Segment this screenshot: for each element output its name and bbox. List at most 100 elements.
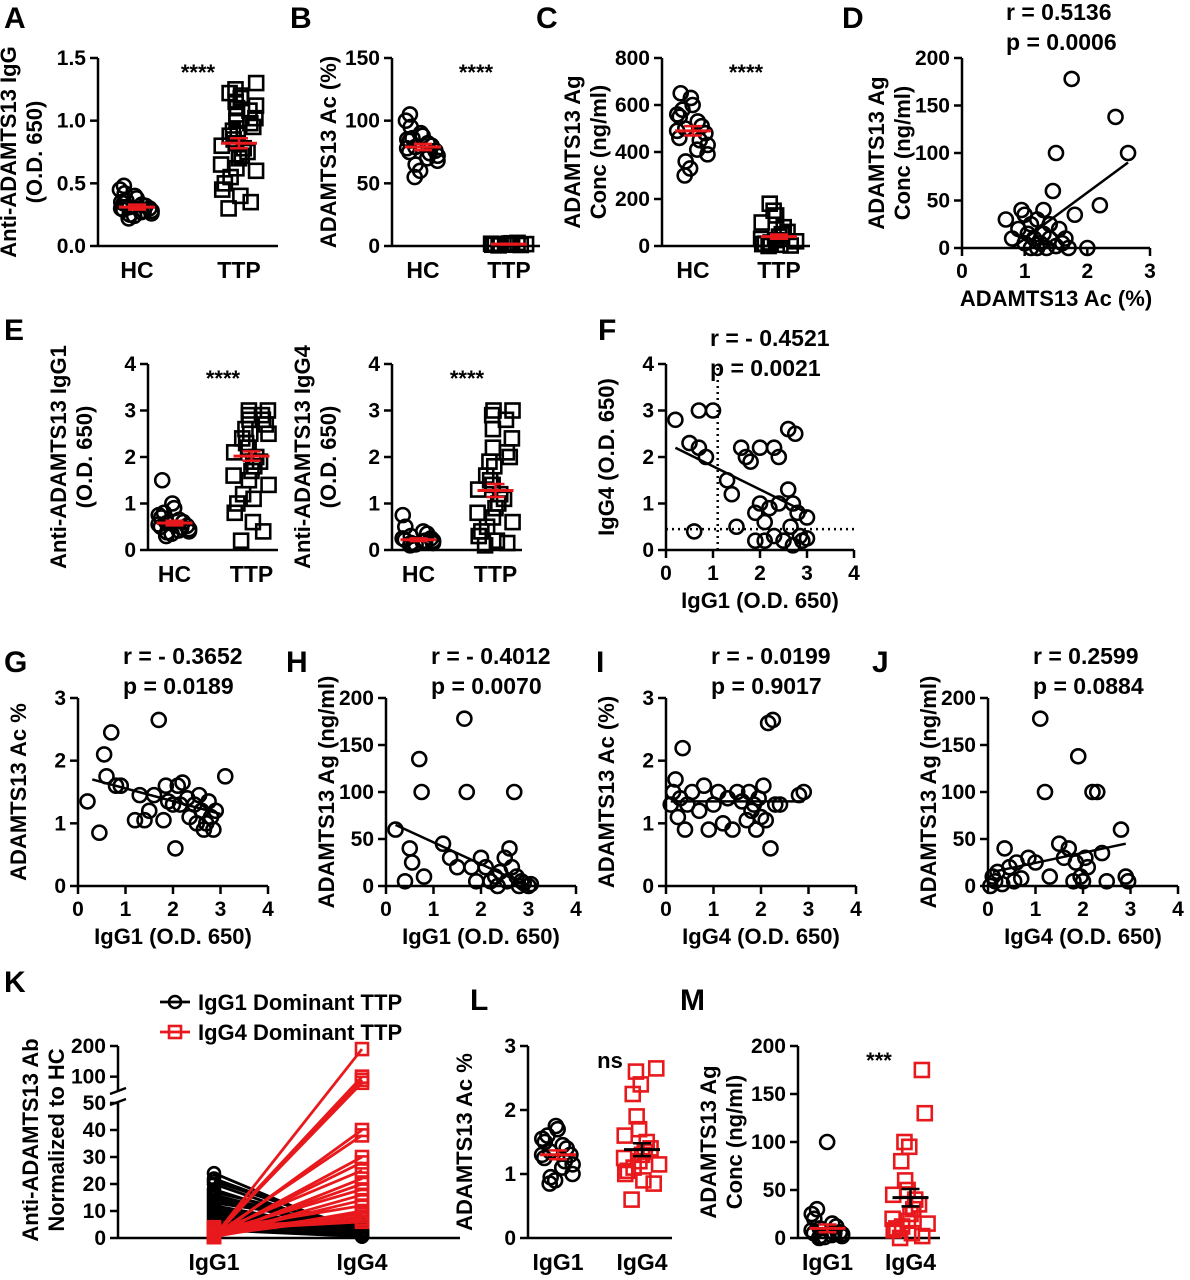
y-axis-label: Normalized to HC xyxy=(44,1048,69,1231)
data-point xyxy=(245,490,262,508)
data-point xyxy=(481,453,498,470)
data-point xyxy=(354,1075,370,1091)
stat-p: p = 0.0006 xyxy=(1006,29,1117,55)
data-point xyxy=(690,802,708,820)
significance-label: ns xyxy=(597,1048,623,1073)
category-label: TTP xyxy=(474,561,517,587)
stat-p: p = 0.0189 xyxy=(123,673,234,699)
panel-i: 0 1 2 3 0 1 2 3 4 ADAMTS13 Ac (%) IgG4 (O.D. 650) r… xyxy=(594,643,862,949)
data-point xyxy=(1088,783,1106,801)
x-tick-label: 1 xyxy=(1019,260,1031,283)
y-axis-label: Anti-ADAMTS13 IgG xyxy=(0,46,21,257)
data-point xyxy=(503,430,521,447)
data-point xyxy=(1038,239,1055,257)
y-axis-label: Conc (ng/ml) xyxy=(722,1075,747,1209)
data-point xyxy=(354,1155,370,1170)
data-point xyxy=(1050,835,1068,853)
y-tick-label: 0 xyxy=(54,875,66,898)
y-tick-label: 150 xyxy=(339,734,374,757)
data-point xyxy=(647,1060,665,1077)
x-tick-label: 1 xyxy=(707,562,719,585)
y-tick-label: 100 xyxy=(345,110,380,133)
y-tick-label: 100 xyxy=(941,781,976,804)
data-point xyxy=(916,1104,934,1122)
y-tick-label: 200 xyxy=(71,1035,106,1058)
data-point xyxy=(448,858,466,876)
data-point xyxy=(485,457,503,475)
data-point xyxy=(483,406,501,424)
data-point xyxy=(645,1175,663,1192)
y-tick-label: 4 xyxy=(368,353,380,376)
data-point xyxy=(488,532,506,550)
data-point xyxy=(95,746,113,763)
y-tick-label: 3 xyxy=(504,1035,516,1058)
panel-l: 0 1 2 3 ADAMTS13 Ac % IgG1 IgG4 ns xyxy=(452,1035,672,1275)
y-tick-label: 0 xyxy=(124,539,136,562)
data-point xyxy=(756,532,774,550)
data-point xyxy=(770,448,788,466)
data-point xyxy=(244,118,262,136)
panel-f: 0 1 2 3 4 0 1 2 3 4 IgG4 (O.D. 650) IgG1 (O.D. 650)… xyxy=(594,325,860,613)
data-point xyxy=(668,106,686,123)
data-point xyxy=(126,811,144,829)
y-tick-label: 3 xyxy=(642,400,654,423)
data-point xyxy=(1036,783,1054,801)
data-point xyxy=(396,872,414,890)
pair-line xyxy=(212,1081,364,1237)
data-point xyxy=(254,523,272,540)
x-tick-label: 4 xyxy=(1172,898,1184,921)
data-point xyxy=(1093,844,1111,862)
data-point xyxy=(695,777,713,795)
y-axis-label: IgG4 (O.D. 650) xyxy=(594,378,619,536)
data-point xyxy=(520,877,537,895)
stat-p: p = 0.9017 xyxy=(711,673,822,699)
data-point xyxy=(396,518,414,536)
data-point xyxy=(415,868,433,885)
y-axis-label: (O.D. 650) xyxy=(22,101,47,204)
data-point xyxy=(225,467,242,484)
data-point xyxy=(470,527,488,545)
category-label: IgG1 xyxy=(188,1249,239,1275)
data-point xyxy=(808,1200,826,1218)
significance-label: *** xyxy=(866,1048,892,1073)
y-tick-label: 100 xyxy=(71,1066,106,1089)
stat-p: p = 0.0021 xyxy=(710,355,821,381)
data-point xyxy=(1074,872,1092,890)
fit-line xyxy=(992,842,1127,874)
stat-r: r = - 0.4012 xyxy=(431,643,551,669)
data-point xyxy=(669,808,687,826)
data-point xyxy=(79,793,96,810)
data-point xyxy=(167,994,183,1010)
x-axis-label: IgG1 (O.D. 650) xyxy=(94,924,252,949)
data-point xyxy=(751,439,769,457)
data-point xyxy=(1066,206,1084,224)
data-point xyxy=(1057,230,1074,247)
data-point xyxy=(756,513,774,531)
y-tick-label: 200 xyxy=(915,47,950,70)
y-axis-label: ADAMTS13 Ac (%) xyxy=(594,696,619,888)
panel-a: 0.0 0.5 1.0 1.5 Anti-ADAMTS13 IgG(O.D. 650) H… xyxy=(0,46,278,283)
data-point xyxy=(354,1041,370,1057)
data-point xyxy=(498,534,516,552)
x-tick-label: 3 xyxy=(1144,260,1156,283)
y-tick-label: 100 xyxy=(915,142,950,165)
y-tick-label: 0 xyxy=(642,539,654,562)
fit-line xyxy=(91,778,221,816)
data-point xyxy=(404,129,421,147)
x-tick-label: 3 xyxy=(803,898,815,921)
data-point xyxy=(690,402,708,419)
data-point xyxy=(732,439,750,457)
panel-j: 0 50 100 150 200 0 1 2 3 4 ADAMTS13 Ag (ng/ml) IgG4… xyxy=(916,643,1184,949)
significance-label: **** xyxy=(729,60,764,85)
data-point xyxy=(764,711,782,729)
data-point xyxy=(504,513,521,531)
y-tick-label: 50 xyxy=(953,828,976,851)
panel-letter-c: C xyxy=(536,2,558,35)
panel-letter-f: F xyxy=(598,314,616,347)
data-point xyxy=(913,1227,931,1245)
y-tick-label: 3 xyxy=(642,687,654,710)
x-tick-label: 0 xyxy=(956,260,968,283)
y-axis-label: ADAMTS13 Ac % xyxy=(452,1053,477,1231)
data-point xyxy=(737,448,755,466)
y-tick-label: 2 xyxy=(124,446,136,469)
